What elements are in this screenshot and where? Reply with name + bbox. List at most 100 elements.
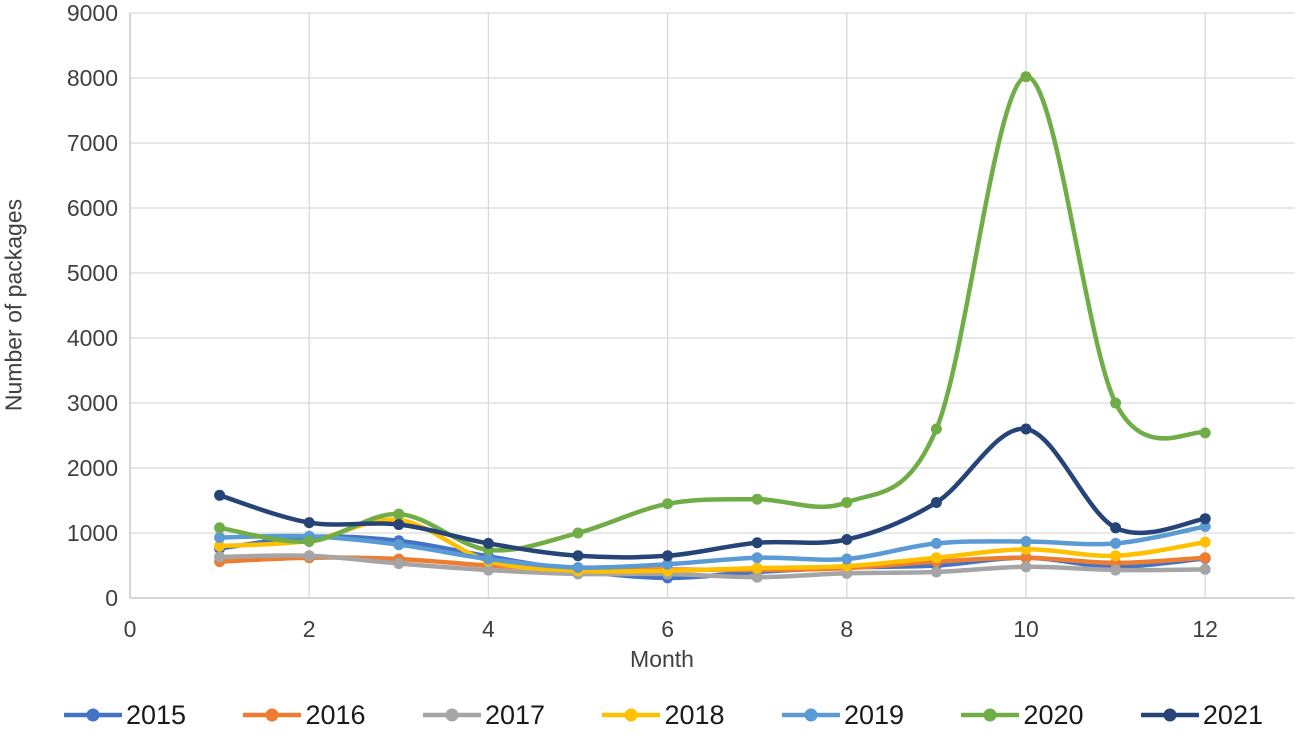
legend-marker-dot [804,708,818,722]
data-point-2018-m1 [214,540,226,552]
data-point-2021-m7 [751,537,763,549]
data-point-2021-m8 [841,534,853,545]
data-point-2019-m8 [841,553,853,565]
y-tick-label: 0 [105,585,118,611]
data-point-2019-m5 [572,561,584,573]
data-point-2020-m1 [214,522,226,534]
data-point-2020-m2 [303,535,315,547]
x-tick-label: 0 [124,616,137,642]
data-point-2016-m12 [1199,552,1211,564]
data-point-2016-m10 [1020,552,1032,564]
data-point-2017-m10 [1020,561,1032,573]
y-tick-label: 7000 [67,130,118,156]
data-point-2020-m7 [751,493,763,505]
data-point-2021-m5 [572,550,584,562]
gridlines [130,12,1295,598]
data-point-2020-m5 [572,527,584,539]
data-point-2021-m12 [1199,513,1211,525]
x-tick-label: 6 [661,616,674,642]
legend-label: 2019 [843,699,905,730]
legend-marker-2020 [961,708,1020,722]
data-point-2021-m3 [393,519,405,531]
legend-item-2019: 2019 [781,699,905,731]
legend-marker-2016 [243,708,302,722]
legend-item-2015: 2015 [64,700,186,731]
x-tick-label: 10 [1013,616,1039,642]
data-point-2020-m12 [1199,427,1211,439]
series-line-2020 [217,74,1208,553]
y-tick-label: 2000 [67,455,118,481]
legend-item-2017: 2017 [422,699,546,731]
legend-marker-dot [265,708,279,722]
legend-label: 2016 [305,699,366,730]
x-tick-label: 4 [482,616,495,642]
data-point-2017-m2 [303,550,315,562]
legend-marker-2018 [602,708,661,722]
y-tick-label: 8000 [67,65,118,91]
y-tick-label: 4000 [67,325,118,351]
legend-marker-2017 [422,708,481,722]
data-point-2021-m4 [482,537,494,549]
data-point-2019-m9 [930,537,942,549]
data-point-2019-m1 [214,532,226,544]
data-point-2021-m6 [662,550,674,562]
data-point-2020-m8 [841,496,853,508]
series-line-2017 [217,553,1208,580]
data-point-2020-m11 [1110,397,1122,409]
data-point-2018-m10 [1020,543,1032,555]
data-point-2020-m3 [393,508,405,520]
y-tick-label: 1000 [67,520,118,546]
legend-marker-dot [1163,708,1177,722]
data-point-2018-m11 [1110,550,1122,562]
legend-marker-dot [624,708,638,722]
legend-marker-dot [445,708,459,722]
legend-marker-2015 [64,708,122,722]
legend-item-2021: 2021 [1140,700,1263,731]
chart-legend: 2015 2016 2017 2018 2019 2020 2021 [64,695,1263,735]
legend-marker-2019 [781,708,840,722]
x-axis-title: Month [630,646,694,672]
data-point-2021-m10 [1020,423,1032,435]
legend-item-2018: 2018 [602,699,725,731]
data-point-2019-m12 [1199,521,1211,532]
data-point-2019-m6 [662,558,674,570]
data-point-2017-m9 [930,566,942,578]
x-tick-label: 2 [303,616,316,642]
series-line-2018 [217,517,1208,574]
data-point-2019-m4 [482,553,494,565]
legend-item-2020: 2020 [961,700,1084,731]
data-point-2017-m11 [1110,564,1122,576]
data-point-2018-m7 [751,562,763,574]
series-line-2019 [217,524,1208,570]
data-point-2019-m3 [393,539,405,551]
data-point-2020-m6 [662,498,674,510]
data-point-2017-m12 [1199,563,1211,575]
data-point-2021-m2 [303,517,315,529]
data-point-2020-m9 [930,423,942,435]
data-point-2021-m9 [930,496,942,508]
y-tick-label: 6000 [67,195,118,221]
legend-label: 2017 [484,699,546,730]
data-point-2019-m11 [1110,537,1122,549]
data-point-2019-m7 [751,552,763,564]
y-tick-label: 9000 [67,0,118,26]
data-point-2019-m10 [1020,535,1032,547]
legend-marker-dot [983,708,997,722]
data-point-2017-m7 [751,571,763,583]
legend-label: 2018 [664,699,725,730]
legend-label: 2015 [126,699,187,730]
data-point-2017-m4 [482,564,494,576]
legend-marker-2021 [1140,708,1199,722]
legend-item-2016: 2016 [243,699,366,731]
data-point-2018-m9 [930,552,942,564]
data-point-2021-m11 [1110,522,1122,534]
data-point-2018-m12 [1199,536,1211,548]
data-point-2020-m10 [1020,71,1032,83]
legend-marker-dot [86,708,100,722]
data-point-2021-m1 [214,489,226,501]
y-tick-label: 5000 [67,260,118,286]
y-tick-label: 3000 [67,390,118,416]
x-tick-label: 8 [840,616,853,642]
